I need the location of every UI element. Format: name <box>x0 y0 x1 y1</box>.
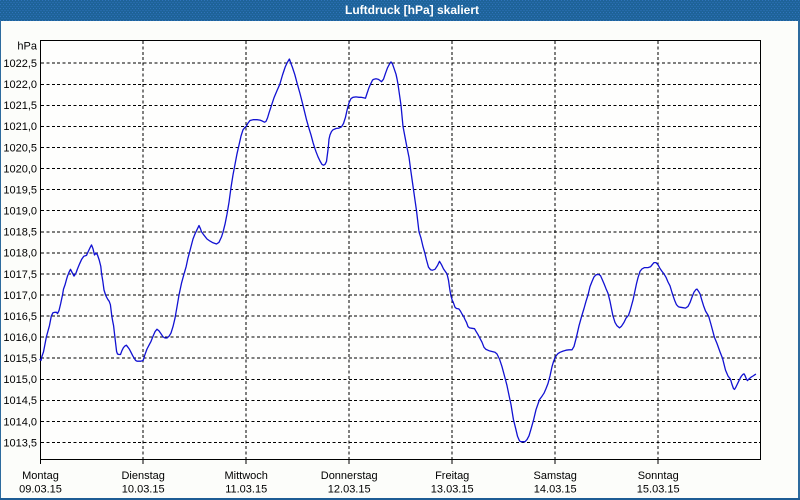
svg-text:1013,5: 1013,5 <box>3 437 37 449</box>
svg-text:1016,0: 1016,0 <box>3 332 37 344</box>
svg-text:Samstag: Samstag <box>533 470 576 482</box>
svg-text:1020,0: 1020,0 <box>3 163 37 175</box>
svg-text:10.03.15: 10.03.15 <box>122 484 165 496</box>
svg-text:09.03.15: 09.03.15 <box>19 484 62 496</box>
svg-text:hPa: hPa <box>17 41 37 53</box>
svg-text:1021,5: 1021,5 <box>3 100 37 112</box>
svg-text:1020,5: 1020,5 <box>3 142 37 154</box>
svg-text:1022,0: 1022,0 <box>3 79 37 91</box>
svg-text:1017,0: 1017,0 <box>3 290 37 302</box>
svg-text:1019,0: 1019,0 <box>3 206 37 218</box>
svg-text:Freitag: Freitag <box>435 470 469 482</box>
svg-text:Mittwoch: Mittwoch <box>224 470 267 482</box>
svg-text:12.03.15: 12.03.15 <box>328 484 371 496</box>
svg-text:1015,5: 1015,5 <box>3 353 37 365</box>
svg-text:1014,5: 1014,5 <box>3 395 37 407</box>
svg-text:1016,5: 1016,5 <box>3 311 37 323</box>
svg-text:1018,5: 1018,5 <box>3 227 37 239</box>
svg-text:13.03.15: 13.03.15 <box>431 484 474 496</box>
svg-text:1019,5: 1019,5 <box>3 184 37 196</box>
svg-text:11.03.15: 11.03.15 <box>225 484 267 496</box>
svg-text:Dienstag: Dienstag <box>121 470 164 482</box>
svg-text:15.03.15: 15.03.15 <box>637 484 680 496</box>
svg-text:1022,5: 1022,5 <box>3 58 37 70</box>
svg-text:Montag: Montag <box>22 470 59 482</box>
svg-text:14.03.15: 14.03.15 <box>534 484 577 496</box>
svg-text:1018,0: 1018,0 <box>3 248 37 260</box>
svg-text:1017,5: 1017,5 <box>3 269 37 281</box>
svg-text:1015,0: 1015,0 <box>3 374 37 386</box>
svg-text:Donnerstag: Donnerstag <box>321 470 378 482</box>
svg-text:Sonntag: Sonntag <box>638 470 679 482</box>
svg-text:1014,0: 1014,0 <box>3 416 37 428</box>
svg-text:1021,0: 1021,0 <box>3 121 37 133</box>
